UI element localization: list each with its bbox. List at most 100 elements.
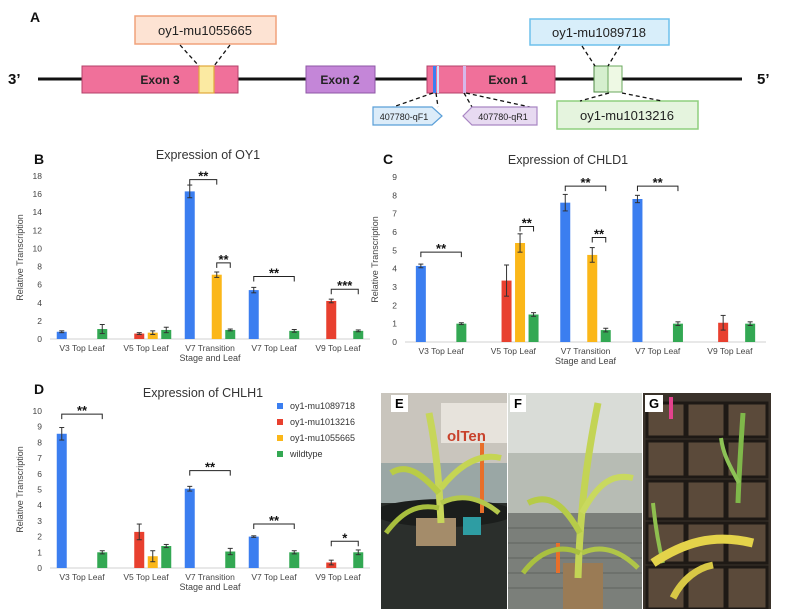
plant-photo-e-drawing: olTen (381, 393, 507, 609)
x-tick-label: V7 Transition (561, 346, 611, 356)
y-tick-label: 0 (37, 334, 42, 344)
x-tick-label: V3 Top Leaf (59, 572, 105, 582)
bar (353, 330, 364, 339)
primer-forward-site (433, 66, 436, 93)
insertion-mu1089718-marker (593, 65, 609, 93)
bar (248, 290, 259, 339)
significance-bracket (519, 226, 535, 232)
bar (56, 331, 67, 339)
primer-reverse-label: 407780-qR1 (478, 112, 528, 122)
legend-label: wildtype (289, 449, 323, 459)
significance-bracket (189, 470, 231, 476)
bar (225, 551, 236, 568)
y-tick-label: 8 (392, 190, 397, 200)
panel-label-d: D (34, 381, 44, 397)
significance-bracket (330, 288, 359, 295)
legend-swatch (277, 403, 283, 409)
y-tick-label: 4 (37, 298, 42, 308)
legend-swatch (277, 435, 283, 441)
significance-label: ** (269, 513, 280, 528)
primer-reverse-arrow (462, 106, 538, 126)
bar (147, 332, 158, 339)
callout-line (213, 44, 231, 67)
exon-2-box (305, 65, 376, 94)
bar (184, 488, 195, 568)
chart-expression-chld1: Expression of CHLD1 0 1 2 3 4 5 6 7 8 9 Relative Tr… (370, 153, 766, 366)
y-tick-label: 5 (37, 485, 42, 495)
x-tick-label: V3 Top Leaf (418, 346, 464, 356)
bar (289, 330, 300, 339)
plant-photo-f-drawing (508, 393, 642, 609)
x-axis-label: Stage and Leaf (555, 356, 617, 366)
y-tick-label: 0 (37, 563, 42, 573)
significance-label: *** (337, 278, 353, 293)
callout-line (607, 45, 621, 67)
insertion-mu1055665-marker (198, 65, 215, 94)
y-tick-label: 0 (392, 337, 397, 347)
y-tick-label: 4 (392, 264, 397, 274)
plant-photo-f: F (508, 393, 642, 609)
legend-swatch (277, 451, 283, 457)
primer-forward-arrow (372, 106, 443, 126)
bar (415, 265, 426, 342)
y-tick-label: 10 (33, 406, 43, 416)
significance-label: * (342, 530, 348, 545)
chart-expression-chlh1: Expression of CHLH1 0 1 2 3 4 5 6 7 8 9 10 Relative … (15, 386, 370, 592)
exon-3-label: Exon 3 (140, 73, 180, 87)
x-axis-label: Stage and Leaf (179, 353, 241, 363)
bar (501, 280, 512, 342)
y-tick-label: 10 (33, 243, 43, 253)
three-prime-label: 3’ (8, 71, 21, 88)
x-axis-label: Stage and Leaf (179, 582, 241, 592)
x-tick-label: V9 Top Leaf (315, 343, 361, 353)
five-prime-label: 5’ (757, 71, 770, 88)
bar (211, 274, 222, 339)
chart-legend: oy1-mu1089718 oy1-mu1013216 oy1-mu1055665 w… (277, 401, 355, 459)
y-axis-label: Relative Transcription (370, 216, 380, 303)
bar (456, 323, 467, 342)
y-tick-label: 9 (37, 422, 42, 432)
significance-bracket (636, 185, 679, 192)
callout-line (392, 92, 434, 108)
bar (672, 323, 683, 342)
x-tick-label: V5 Top Leaf (123, 572, 169, 582)
panel-label-a: A (30, 9, 40, 25)
chart-title: Expression of OY1 (156, 148, 260, 162)
significance-bracket (564, 185, 607, 192)
significance-label: ** (205, 460, 216, 475)
y-tick-label: 16 (33, 189, 43, 199)
y-tick-label: 2 (392, 300, 397, 310)
y-tick-label: 6 (37, 280, 42, 290)
allele-mu1089718-box (529, 18, 670, 46)
y-tick-label: 6 (37, 469, 42, 479)
legend-label: oy1-mu1055665 (290, 433, 355, 443)
allele-mu1013216-label: oy1-mu1013216 (580, 108, 674, 123)
significance-bracket (330, 540, 359, 547)
significance-label: ** (198, 169, 209, 184)
callout-line (179, 44, 200, 67)
chart-expression-oy1: Expression of OY1 0 2 4 6 8 10 12 14 16 18 Relative… (15, 148, 370, 363)
y-tick-label: 7 (392, 209, 397, 219)
x-tick-label: V9 Top Leaf (315, 572, 361, 582)
allele-mu1055665-label: oy1-mu1055665 (158, 23, 252, 38)
x-tick-label: V9 Top Leaf (707, 346, 753, 356)
callout-line (465, 92, 531, 108)
y-tick-label: 14 (33, 207, 43, 217)
y-tick-label: 2 (37, 532, 42, 542)
significance-bracket (216, 262, 231, 268)
bar (515, 243, 526, 342)
legend-label: oy1-mu1013216 (290, 417, 355, 427)
x-tick-label: V5 Top Leaf (491, 346, 537, 356)
allele-mu1055665-box (134, 15, 277, 45)
callout-line (435, 92, 439, 108)
bar (632, 199, 643, 342)
significance-label: ** (594, 227, 605, 242)
significance-bracket (189, 179, 218, 185)
bar (600, 330, 611, 342)
allele-mu1013216-box (556, 100, 699, 130)
legend-label: oy1-mu1089718 (290, 401, 355, 411)
bar (161, 329, 172, 339)
x-tick-label: V7 Top Leaf (251, 343, 297, 353)
exon-2-label: Exon 2 (320, 73, 360, 87)
